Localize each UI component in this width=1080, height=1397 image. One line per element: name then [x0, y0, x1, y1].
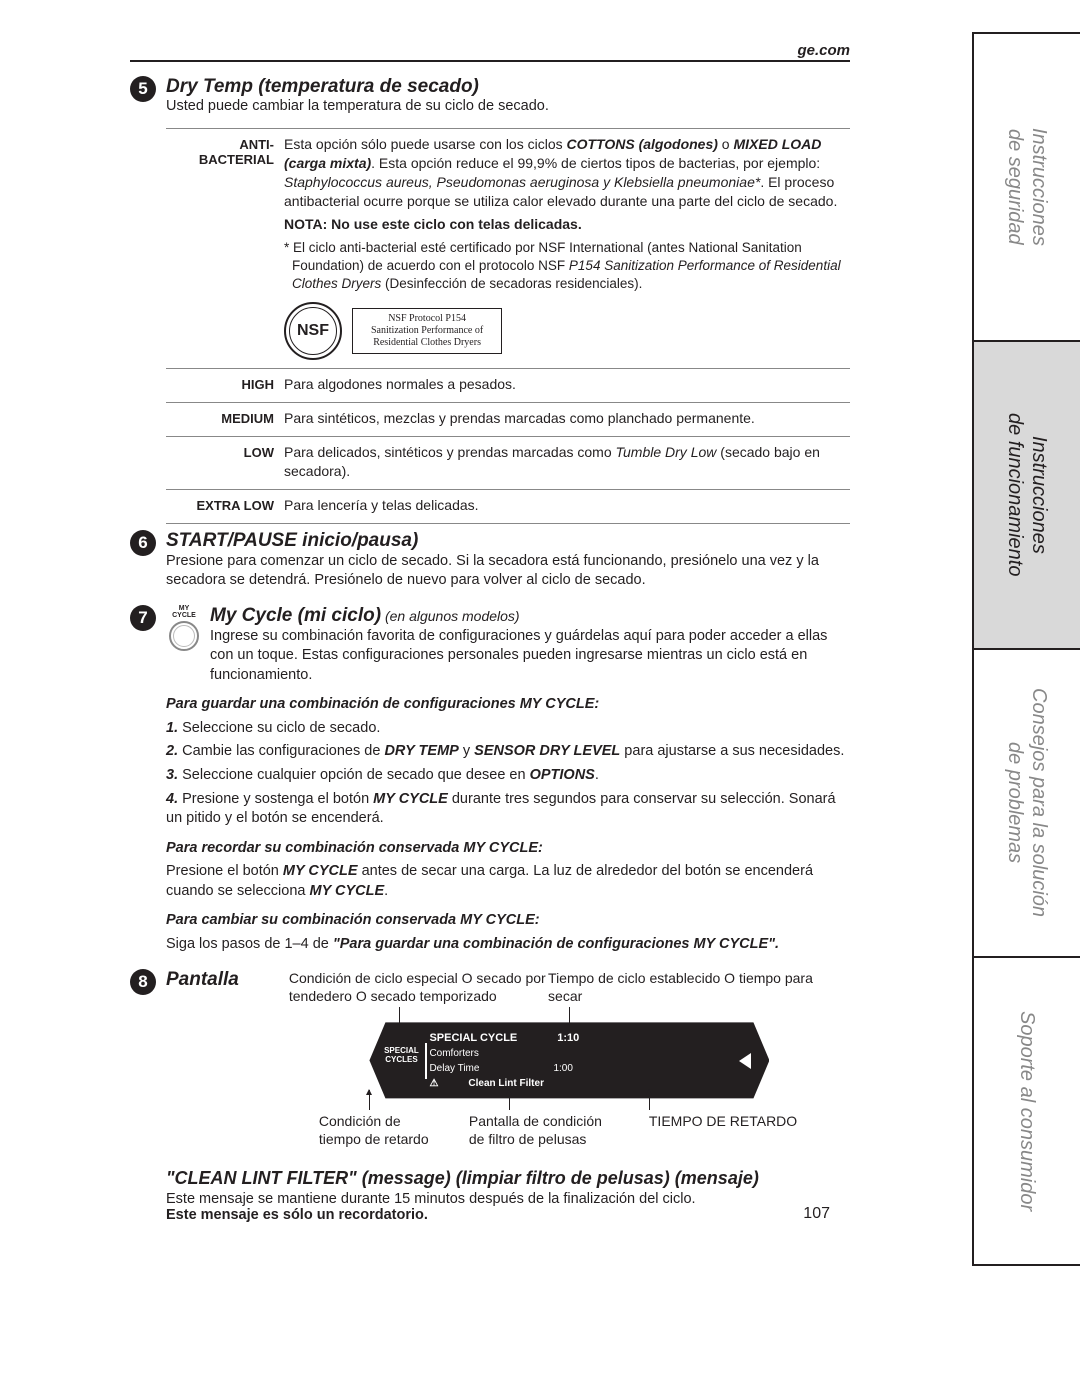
section-5-intro: Usted puede cambiar la temperatura de su… — [166, 98, 549, 114]
display-label-bot-b: Pantalla de condición de filtro de pelus… — [469, 1112, 619, 1148]
display-label-bot-c: TIEMPO DE RETARDO — [649, 1112, 797, 1148]
section-7-title: My Cycle (mi ciclo) (en algunos modelos) — [210, 605, 850, 627]
section-8-number: 8 — [130, 969, 156, 995]
section-7-number: 7 — [130, 605, 156, 631]
section-6-title: START/PAUSE inicio/pausa) — [166, 530, 850, 552]
tab-solucion[interactable]: Consejos para la solución de problemas — [972, 648, 1080, 958]
tab-soporte[interactable]: Soporte al consumidor — [972, 956, 1080, 1266]
section-lint: "CLEAN LINT FILTER" (message) (limpiar f… — [166, 1168, 850, 1223]
lint-title: "CLEAN LINT FILTER" (message) (limpiar f… — [166, 1168, 850, 1189]
section-5-title: Dry Temp (temperatura de secado) — [166, 76, 549, 98]
section-8-title: Pantalla — [166, 969, 239, 991]
section-6-body: Presione para comenzar un ciclo de secad… — [166, 552, 850, 591]
my-cycle-button-icon: MYCYCLE — [166, 605, 202, 651]
nsf-certification: NSF NSF Protocol P154 Sanitization Perfo… — [284, 302, 850, 360]
display-label-top-left: Condición de ciclo especial O secado por… — [289, 969, 548, 1005]
display-screen: SPECIALCYCLES SPECIAL CYCLE1:10 Comforte… — [369, 1013, 769, 1108]
display-label-bot-a: Condición de tiempo de retardo — [319, 1112, 439, 1148]
section-7-intro: Ingrese su combinación favorita de confi… — [210, 627, 850, 686]
section-6: 6 START/PAUSE inicio/pausa) Presione par… — [130, 530, 850, 591]
side-tabs: Instrucciones de seguridad Instrucciones… — [972, 32, 1080, 1264]
row-extralow: EXTRA LOW Para lencería y telas delicada… — [166, 489, 850, 524]
tab-seguridad[interactable]: Instrucciones de seguridad — [972, 32, 1080, 342]
display-label-top-right: Tiempo de ciclo establecido O tiempo par… — [548, 969, 850, 1005]
header-rule: ge.com — [130, 60, 850, 62]
section-7: 7 MYCYCLE My Cycle (mi ciclo) (en alguno… — [130, 605, 850, 955]
section-5: 5 Dry Temp (temperatura de secado) Usted… — [130, 76, 850, 524]
row-high: HIGH Para algodones normales a pesados. — [166, 368, 850, 402]
section-8: 8 Pantalla Condición de ciclo especial O… — [130, 969, 850, 1149]
nsf-badge-icon: NSF — [284, 302, 342, 360]
page-number: 107 — [803, 1205, 830, 1223]
section-6-number: 6 — [130, 530, 156, 556]
header-url: ge.com — [797, 42, 850, 59]
section-5-number: 5 — [130, 76, 156, 102]
row-antibacterial: ANTI-BACTERIAL Esta opción sólo puede us… — [166, 128, 850, 368]
page-content: ge.com 5 Dry Temp (temperatura de secado… — [130, 60, 850, 1223]
row-medium: MEDIUM Para sintéticos, mezclas y prenda… — [166, 402, 850, 436]
tab-funcionamiento[interactable]: Instrucciones de funcionamiento — [972, 340, 1080, 650]
row-low: LOW Para delicados, sintéticos y prendas… — [166, 436, 850, 489]
